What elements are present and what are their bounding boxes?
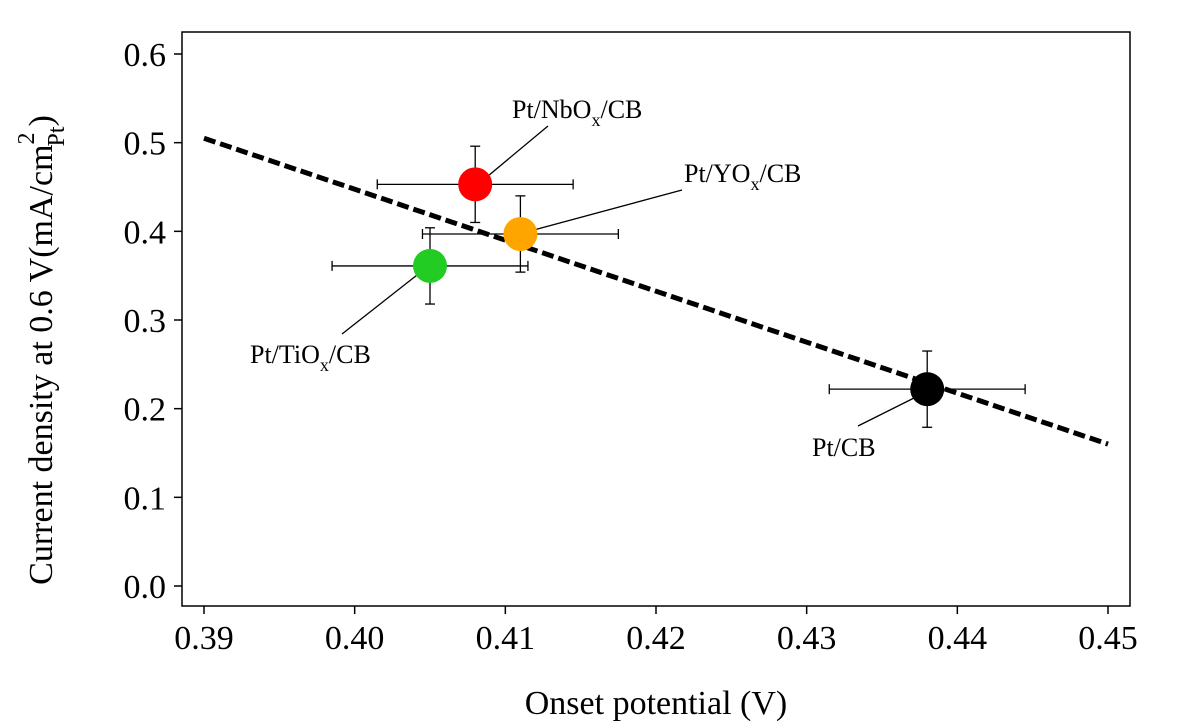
data-point (458, 167, 493, 202)
point-label-sub: x (320, 355, 329, 375)
y-axis-title-main: Current density at 0.6 V(mA/cm (23, 144, 60, 584)
point-label: Pt/NbOx/CB (512, 95, 642, 130)
point-label-main: Pt/NbO (512, 95, 591, 124)
y-tick-label: 0.4 (124, 214, 167, 251)
y-tick-label: 0.1 (124, 480, 167, 517)
x-tick-label: 0.44 (928, 620, 988, 657)
point-label-suffix: /CB (600, 95, 642, 124)
point-label-main: Pt/CB (812, 433, 876, 462)
annotation-leader (341, 267, 427, 335)
point-label-main: Pt/YO (684, 159, 750, 188)
point-label-sub: x (750, 174, 759, 194)
x-axis-title: Onset potential (V) (525, 685, 788, 721)
point-label-main: Pt/TiO (250, 340, 320, 369)
point-label-sub: x (591, 110, 600, 130)
y-tick-label: 0.0 (124, 569, 167, 606)
y-tick-label: 0.5 (124, 126, 167, 163)
data-point (503, 216, 538, 251)
tick-labels: 0.39 0.40 0.41 0.42 0.43 0.44 0.45 0.0 0.1 0.2 0.3… (124, 37, 1138, 657)
y-axis-title: Current density at 0.6 V(mA/cm2 Pt) (14, 115, 70, 585)
x-tick-label: 0.43 (777, 620, 837, 657)
y-axis-title-sup: 2 (14, 132, 40, 144)
data-point (910, 372, 945, 407)
trend-line (203, 135, 1109, 447)
point-label: Pt/TiOx/CB (250, 340, 371, 375)
x-tick-label: 0.41 (476, 620, 536, 657)
x-tick-label: 0.42 (626, 620, 686, 657)
x-tick-label: 0.39 (174, 620, 234, 657)
point-label: Pt/YOx/CB (684, 159, 801, 194)
point-label-suffix: /CB (329, 340, 371, 369)
y-axis-title-sub: Pt (44, 126, 70, 146)
y-tick-label: 0.3 (124, 303, 167, 340)
x-tick-label: 0.45 (1078, 620, 1138, 657)
x-tick-label: 0.40 (325, 620, 385, 657)
point-label: Pt/CB (812, 433, 876, 462)
y-tick-label: 0.2 (124, 392, 167, 429)
y-tick-label: 0.6 (124, 37, 167, 74)
annotation-leader (518, 189, 683, 235)
axis-ticks (174, 53, 1109, 614)
point-label-suffix: /CB (759, 159, 801, 188)
data-point (413, 248, 447, 283)
plot-frame (181, 31, 1131, 607)
y-axis-title-close: ) (23, 115, 60, 126)
data-points (413, 167, 945, 407)
